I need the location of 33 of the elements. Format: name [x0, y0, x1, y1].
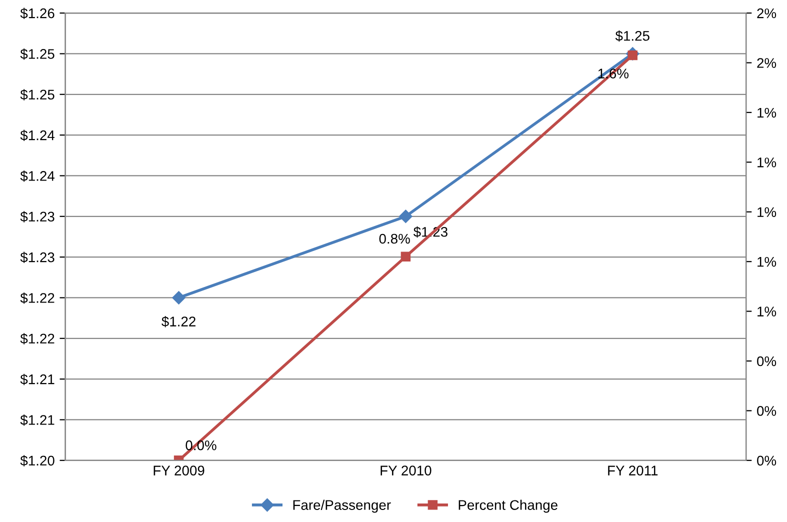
data-label: $1.25 — [615, 30, 650, 42]
data-label: 0.8% — [379, 234, 410, 244]
y-tick-label: $1.21 — [20, 374, 54, 386]
y2-tick-label: 2% — [757, 8, 776, 18]
y2-tick-label: 0% — [757, 406, 776, 416]
y-tick-label: $1.23 — [20, 211, 54, 222]
data-label: $1.22 — [162, 316, 196, 328]
y-tick-label: $1.22 — [20, 333, 54, 344]
point — [399, 210, 412, 223]
y2-tick-label: 0% — [757, 356, 776, 366]
y-tick-label: $1.20 — [20, 455, 54, 466]
y2-tick-label: 1% — [758, 207, 776, 217]
y2-tick-label: 1% — [758, 256, 776, 267]
y2-tick-label: 1% — [758, 158, 776, 168]
y-tick-label: $1.24 — [20, 170, 54, 182]
y-tick-label: $1.26 — [20, 8, 54, 20]
x-tick-label: FY 2010 — [380, 466, 432, 476]
y-tick-label: $1.23 — [20, 252, 54, 264]
y2-tick-label: 1% — [758, 306, 776, 316]
y2-tick-label: 1% — [758, 108, 776, 118]
x-tick-label: FY 2011 — [608, 466, 658, 476]
y-tick-label: $1.21 — [20, 414, 54, 426]
y2-tick-label: 2% — [757, 58, 776, 68]
point — [400, 252, 411, 262]
y-tick-label: $1.22 — [20, 292, 54, 304]
y-tick-label: $1.25 — [20, 48, 54, 60]
legend-label: Percent Change — [458, 500, 558, 513]
x-tick-label: FY 2009 — [154, 466, 204, 476]
y-tick-label: $1.24 — [20, 130, 54, 142]
legend-label: Fare/Passenger — [293, 500, 391, 513]
y-tick-label: $1.25 — [20, 89, 54, 100]
point — [172, 291, 186, 304]
y2-tick-label: 0% — [757, 456, 776, 466]
